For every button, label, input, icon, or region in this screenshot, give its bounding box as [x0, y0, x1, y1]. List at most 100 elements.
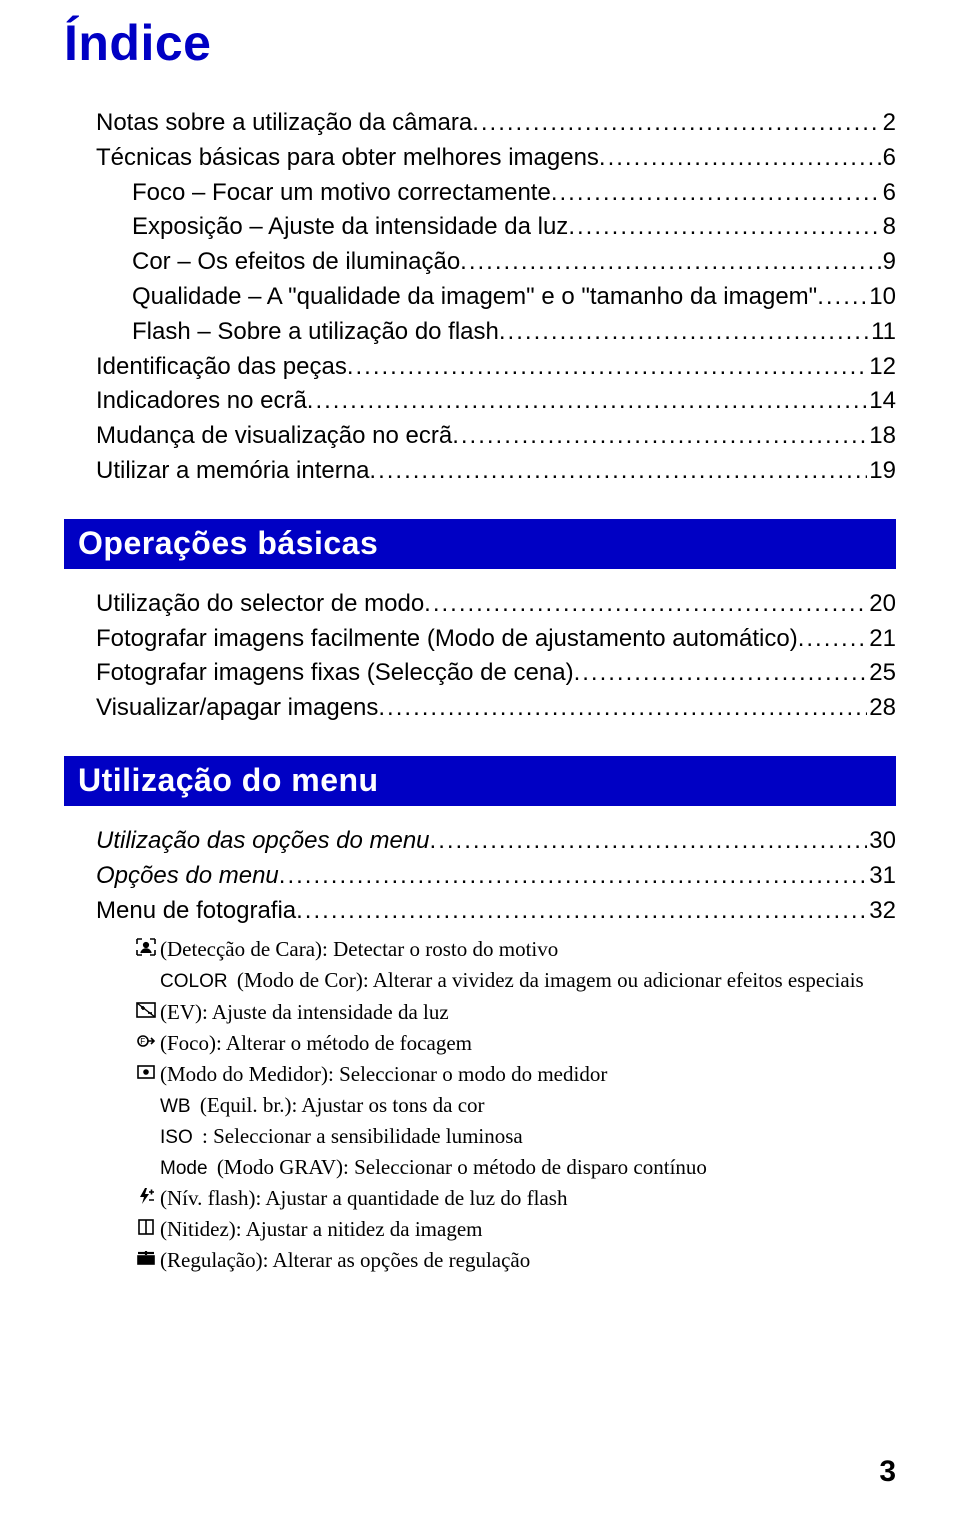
toc-row[interactable]: Indicadores no ecrã14 — [96, 384, 896, 419]
face-icon — [132, 938, 160, 956]
toc-label: Qualidade – A "qualidade da imagem" e o … — [132, 280, 817, 315]
toc-row[interactable]: Notas sobre a utilização da câmara2 — [96, 106, 896, 141]
toc-label: Visualizar/apagar imagens — [96, 691, 378, 726]
toc-page: 18 — [867, 419, 896, 454]
toc-label: Utilização do selector de modo — [96, 587, 424, 622]
toc-leader — [430, 824, 868, 859]
menu-sub-text: (Foco): Alterar o método de focagem — [160, 1028, 472, 1059]
menu-sub-text: COLOR (Modo de Cor): Alterar a vividez d… — [160, 965, 864, 996]
menu-sub-item: F (Foco): Alterar o método de focagem — [132, 1028, 896, 1059]
toc-leader — [460, 245, 880, 280]
toc-page: 8 — [881, 210, 896, 245]
toc-page: 14 — [867, 384, 896, 419]
toc-row[interactable]: Utilização das opções do menu 30 — [96, 824, 896, 859]
menu-sub-text: (Nitidez): Ajustar a nitidez da imagem — [160, 1214, 482, 1245]
toc-label: Identificação das peças — [96, 350, 347, 385]
toc-page: 9 — [881, 245, 896, 280]
menu-sub-item: (Nitidez): Ajustar a nitidez da imagem — [132, 1214, 896, 1245]
toc-leader — [599, 141, 881, 176]
svg-text:F: F — [140, 1037, 145, 1046]
intro-toc: Notas sobre a utilização da câmara2Técni… — [96, 106, 896, 489]
focus-icon: F — [132, 1032, 160, 1050]
toc-leader — [347, 350, 867, 385]
document-title: Índice — [64, 14, 896, 72]
section-heading: Utilização do menu — [64, 756, 896, 806]
toc-leader — [798, 622, 868, 657]
toc-leader — [472, 106, 880, 141]
menu-sub-prefix: ISO — [160, 1127, 198, 1148]
toc-leader — [296, 894, 867, 929]
toc-label: Cor – Os efeitos de iluminação — [132, 245, 460, 280]
toc-leader — [568, 210, 880, 245]
toc-page: 6 — [881, 176, 896, 211]
menu-sub-text: (Detecção de Cara): Detectar o rosto do … — [160, 934, 558, 965]
toc-leader — [378, 691, 867, 726]
page: Índice Notas sobre a utilização da câmar… — [0, 0, 960, 1513]
toc-label: Flash – Sobre a utilização do flash — [132, 315, 499, 350]
toc-row[interactable]: Utilização do selector de modo 20 — [96, 587, 896, 622]
toc-leader — [452, 419, 867, 454]
toc-row[interactable]: Fotografar imagens facilmente (Modo de a… — [96, 622, 896, 657]
meter-icon — [132, 1063, 160, 1081]
menu-sub-item: WB (Equil. br.): Ajustar os tons da cor — [132, 1090, 896, 1121]
toc-label: Mudança de visualização no ecrã — [96, 419, 452, 454]
toc-page: 12 — [867, 350, 896, 385]
toc-row[interactable]: Exposição – Ajuste da intensidade da luz… — [132, 210, 896, 245]
toc-leader — [551, 176, 881, 211]
menu-sub-list: (Detecção de Cara): Detectar o rosto do … — [132, 934, 896, 1276]
toc-page: 11 — [869, 315, 896, 350]
toc-row[interactable]: Utilizar a memória interna 19 — [96, 454, 896, 489]
toc-label: Notas sobre a utilização da câmara — [96, 106, 472, 141]
toc-label: Técnicas básicas para obter melhores ima… — [96, 141, 599, 176]
sharp-icon — [132, 1218, 160, 1236]
toc-row[interactable]: Visualizar/apagar imagens 28 — [96, 691, 896, 726]
toc-row[interactable]: Qualidade – A "qualidade da imagem" e o … — [132, 280, 896, 315]
section-toc: Utilização do selector de modo20Fotograf… — [96, 587, 896, 726]
toc-page: 10 — [867, 280, 896, 315]
toc-leader — [279, 859, 868, 894]
toc-label: Foco – Focar um motivo correctamente — [132, 176, 551, 211]
toc-row[interactable]: Técnicas básicas para obter melhores ima… — [96, 141, 896, 176]
menu-sub-text: (Nív. flash): Ajustar a quantidade de lu… — [160, 1183, 567, 1214]
toc-label: Exposição – Ajuste da intensidade da luz — [132, 210, 568, 245]
menu-sub-text: WB (Equil. br.): Ajustar os tons da cor — [160, 1090, 485, 1121]
toc-label: Opções do menu — [96, 859, 279, 894]
toc-leader — [369, 454, 867, 489]
toc-leader — [574, 656, 868, 691]
toc-label: Fotografar imagens fixas (Selecção de ce… — [96, 656, 574, 691]
toc-page: 6 — [881, 141, 896, 176]
menu-sub-text: Mode (Modo GRAV): Seleccionar o método d… — [160, 1152, 707, 1183]
menu-sub-item: (EV): Ajuste da intensidade da luz — [132, 997, 896, 1028]
menu-sub-item: (Regulação): Alterar as opções de regula… — [132, 1245, 896, 1276]
sections: Operações básicasUtilização do selector … — [64, 519, 896, 1307]
toc-label: Utilizar a memória interna — [96, 454, 369, 489]
flash-icon — [132, 1187, 160, 1205]
menu-sub-prefix: Mode — [160, 1158, 213, 1179]
menu-sub-item: (Nív. flash): Ajustar a quantidade de lu… — [132, 1183, 896, 1214]
toc-page: 19 — [867, 454, 896, 489]
menu-sub-item: (Modo do Medidor): Seleccionar o modo do… — [132, 1059, 896, 1090]
menu-sub-text: ISO : Seleccionar a sensibilidade lumino… — [160, 1121, 523, 1152]
menu-sub-prefix: WB — [160, 1096, 196, 1117]
toc-label: Utilização das opções do menu — [96, 824, 430, 859]
toc-page: 28 — [867, 691, 896, 726]
toc-row[interactable]: Menu de fotografia32 — [96, 894, 896, 929]
toc-leader — [499, 315, 869, 350]
toc-row[interactable]: Mudança de visualização no ecrã 18 — [96, 419, 896, 454]
toc-row[interactable]: Cor – Os efeitos de iluminação 9 — [132, 245, 896, 280]
toc-page: 21 — [867, 622, 896, 657]
menu-sub-text: (Regulação): Alterar as opções de regula… — [160, 1245, 530, 1276]
setup-icon — [132, 1249, 160, 1267]
toc-row[interactable]: Identificação das peças 12 — [96, 350, 896, 385]
toc-row[interactable]: Foco – Focar um motivo correctamente 6 — [132, 176, 896, 211]
menu-sub-item: (Detecção de Cara): Detectar o rosto do … — [132, 934, 896, 965]
toc-page: 30 — [867, 824, 896, 859]
menu-sub-item: COLOR (Modo de Cor): Alterar a vividez d… — [132, 965, 896, 996]
toc-label: Menu de fotografia — [96, 894, 296, 929]
toc-page: 20 — [867, 587, 896, 622]
menu-sub-prefix: COLOR — [160, 971, 233, 992]
toc-row[interactable]: Opções do menu31 — [96, 859, 896, 894]
toc-row[interactable]: Flash – Sobre a utilização do flash 11 — [132, 315, 896, 350]
toc-row[interactable]: Fotografar imagens fixas (Selecção de ce… — [96, 656, 896, 691]
toc-page: 25 — [867, 656, 896, 691]
